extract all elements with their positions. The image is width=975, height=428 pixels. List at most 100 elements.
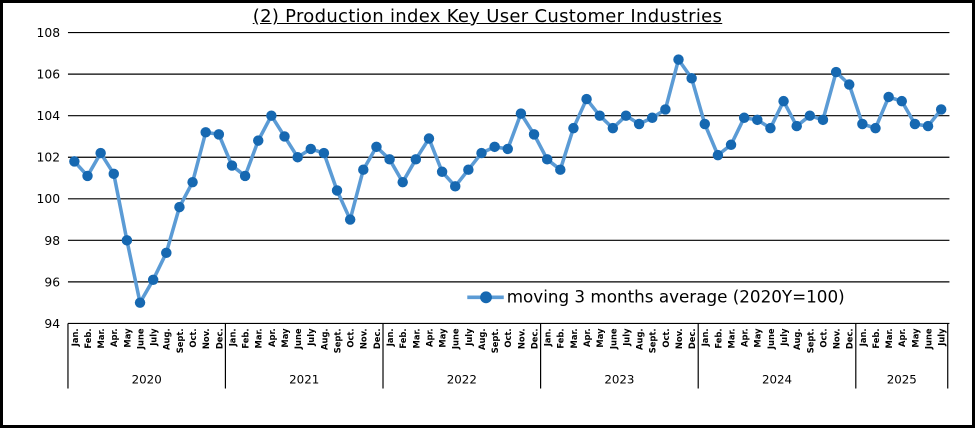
- legend-label: moving 3 months average (2020Y=100): [507, 287, 845, 307]
- data-point: [555, 164, 566, 175]
- month-tick-label: Jan.: [700, 328, 710, 347]
- month-tick-label: June: [923, 328, 933, 350]
- y-axis-tick-label: 104: [37, 109, 61, 123]
- data-point: [738, 112, 750, 123]
- data-point: [121, 235, 133, 246]
- data-point: [239, 170, 251, 182]
- month-tick-label: Mar.: [726, 328, 736, 348]
- month-tick-label: Aug.: [162, 328, 172, 350]
- data-point: [765, 122, 776, 134]
- data-point: [331, 185, 343, 196]
- data-point: [712, 149, 724, 161]
- month-tick-label: Oct.: [818, 328, 828, 347]
- month-tick-label: Jan.: [858, 328, 868, 347]
- year-label: 2021: [289, 373, 319, 387]
- legend-dot-marker: [480, 291, 492, 304]
- month-tick-label: July: [306, 328, 316, 347]
- data-point: [673, 54, 684, 65]
- data-point: [896, 95, 907, 107]
- data-point: [541, 154, 553, 165]
- month-tick-label: June: [608, 328, 618, 350]
- data-point: [436, 166, 448, 178]
- y-axis-tick-label: 106: [37, 68, 61, 82]
- data-point: [515, 108, 527, 119]
- year-label: 2025: [887, 373, 917, 387]
- data-point: [752, 114, 763, 126]
- y-axis-tick-label: 94: [44, 317, 60, 331]
- data-point: [450, 181, 461, 192]
- month-tick-label: Feb.: [871, 328, 881, 348]
- month-tick-label: June: [766, 328, 776, 350]
- month-tick-label: Apr.: [582, 328, 592, 347]
- month-tick-label: Jan.: [70, 328, 80, 347]
- month-tick-label: Mar.: [884, 328, 894, 348]
- month-tick-label: Oct.: [346, 328, 356, 347]
- data-point: [397, 176, 408, 188]
- month-tick-label: Oct.: [503, 328, 513, 347]
- data-point: [660, 104, 671, 115]
- data-point: [883, 91, 894, 103]
- data-point: [502, 143, 513, 155]
- data-point: [725, 139, 737, 150]
- y-axis-tick-label: 96: [44, 275, 60, 289]
- month-tick-label: May: [280, 328, 290, 348]
- month-tick-label: Sept.: [175, 328, 185, 353]
- month-tick-label: Feb.: [713, 328, 723, 348]
- data-point: [804, 110, 816, 121]
- data-point: [187, 176, 198, 188]
- data-point: [134, 297, 146, 308]
- y-axis-tick-label: 100: [37, 192, 61, 206]
- data-point: [528, 129, 540, 140]
- month-tick-label: Aug.: [635, 328, 645, 350]
- month-tick-label: Nov.: [516, 328, 526, 349]
- month-tick-label: May: [910, 328, 920, 348]
- month-tick-label: Dec.: [687, 328, 697, 349]
- year-label: 2024: [762, 373, 792, 387]
- month-tick-label: Apr.: [109, 328, 119, 347]
- data-point: [423, 133, 435, 144]
- month-tick-label: May: [122, 328, 132, 348]
- month-tick-label: Sept.: [648, 328, 658, 353]
- legend: moving 3 months average (2020Y=100): [467, 287, 845, 307]
- data-point: [844, 79, 855, 90]
- data-point: [620, 110, 632, 121]
- month-tick-label: Sept.: [805, 328, 815, 353]
- month-tick-label: Sept.: [490, 328, 500, 353]
- data-point: [358, 164, 369, 175]
- data-point: [384, 154, 395, 165]
- month-tick-label: Aug.: [792, 328, 802, 350]
- month-tick-label: July: [779, 328, 789, 347]
- month-tick-label: Jan.: [227, 328, 237, 347]
- data-point: [594, 110, 605, 121]
- month-tick-label: Apr.: [897, 328, 907, 347]
- month-tick-label: May: [438, 328, 448, 348]
- month-tick-label: Aug.: [477, 328, 487, 350]
- data-point: [147, 274, 159, 286]
- data-point: [857, 118, 868, 130]
- data-point: [410, 154, 422, 165]
- month-tick-label: Dec.: [529, 328, 539, 349]
- month-tick-label: Oct.: [661, 328, 671, 347]
- data-point: [935, 104, 947, 115]
- y-axis-tick-label: 108: [37, 26, 61, 40]
- month-tick-label: Nov.: [832, 328, 842, 349]
- y-axis-tick-label: 98: [44, 234, 60, 248]
- month-tick-label: July: [621, 328, 631, 347]
- month-tick-label: Sept.: [332, 328, 342, 353]
- data-point: [69, 156, 80, 167]
- data-point: [108, 168, 119, 180]
- data-point: [489, 141, 500, 153]
- data-point: [686, 73, 697, 84]
- data-point: [253, 135, 264, 146]
- month-tick-label: Apr.: [424, 328, 434, 347]
- month-tick-label: Aug.: [319, 328, 329, 350]
- data-point: [607, 122, 619, 134]
- month-tick-label: Dec.: [372, 328, 382, 349]
- month-tick-label: July: [937, 328, 947, 347]
- data-point: [371, 141, 382, 153]
- series-moving-average: [69, 54, 947, 308]
- data-point: [463, 164, 474, 175]
- month-tick-label: Apr.: [740, 328, 750, 347]
- data-point: [279, 131, 290, 142]
